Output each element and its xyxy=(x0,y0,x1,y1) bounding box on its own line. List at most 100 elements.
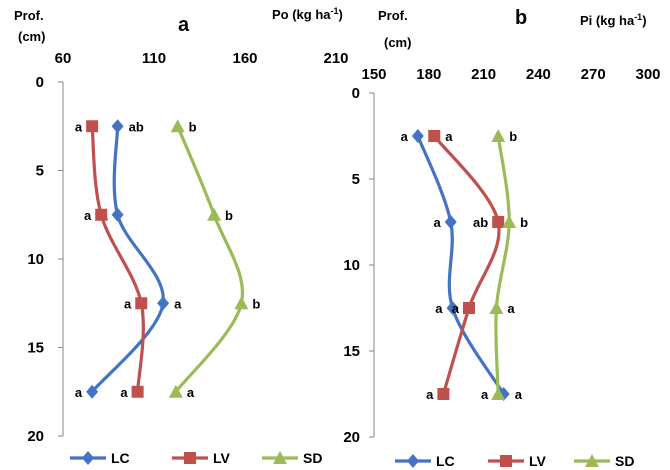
panel-b-series-sd-sig-label: a xyxy=(507,301,515,316)
panel-b-series-lv-point xyxy=(492,216,505,228)
panel-a-series-sd-point xyxy=(207,207,222,221)
panel-a-series-sd-line xyxy=(174,124,245,394)
panel-b-legend-sd-label: SD xyxy=(615,453,634,469)
panel-b-y-tick-label: 15 xyxy=(343,343,360,360)
panel-a-xlabel-main: Po (kg ha xyxy=(272,7,331,22)
panel-a-plot-area: 6011016021005101520abaaaLCaaaaLVbbbaSD xyxy=(27,50,348,466)
panel-b-legend-lc-marker xyxy=(407,454,419,468)
panel-b-x-tick-label: 240 xyxy=(526,66,551,83)
panel-b-legend-lc-label: LC xyxy=(436,453,455,469)
panel-a-y-tick-label: 10 xyxy=(27,251,44,268)
panel-b-xlabel: Pi (kg ha-1) xyxy=(580,12,647,28)
panel-a-series-sd-point xyxy=(168,384,183,398)
panel-a-series-sd-sig-label: b xyxy=(189,119,197,134)
panel-a-series-lv-point xyxy=(131,385,144,398)
panel-a-legend-lc-marker xyxy=(82,451,94,465)
panel-b-series-sd-point xyxy=(489,301,504,314)
panel-a-series-lc-sig-label: a xyxy=(174,296,182,311)
panel-b-series-sd-line xyxy=(494,134,511,396)
panel-a-xlabel-end: ) xyxy=(339,7,343,22)
panel-a: Prof. (cm) a Po (kg ha-1) 60 110 160 210 0 5 1… xyxy=(14,6,349,466)
panel-a-series-lc-point xyxy=(86,384,99,399)
panel-b-series-lc-point xyxy=(446,301,459,315)
panel-a-label: a xyxy=(178,14,190,36)
panel-b-y-tick-label: 10 xyxy=(343,257,360,274)
panel-b-series-lv-sig-label: a xyxy=(426,387,434,402)
panel-a-y-tick-label: 5 xyxy=(36,163,44,180)
panel-b-legend-lv-label: LV xyxy=(529,453,547,469)
panel-b-x-tick-label: 180 xyxy=(416,66,441,83)
panel-a-legend-lv-marker xyxy=(184,452,196,464)
panel-a-legend-sd-marker xyxy=(273,451,287,464)
panel-a-y-tick-label: 15 xyxy=(27,340,44,357)
panel-b-series-lv-sig-label: ab xyxy=(473,215,488,230)
panel-a-series-lc-point xyxy=(157,296,170,311)
panel-b-series-lv-point xyxy=(428,130,441,142)
panel-b-xlabel-end: ) xyxy=(642,13,646,28)
panel-a-series-sd-sig-label: b xyxy=(252,296,260,311)
panel-a-xlabel: Po (kg ha-1) xyxy=(272,6,343,22)
panel-a-x-tick-label: 160 xyxy=(232,50,257,67)
panel-b: Prof. (cm) b Pi (kg ha-1) 150 180 210 240 27… xyxy=(343,7,660,469)
panel-b-legend-lv-marker xyxy=(500,455,512,467)
panel-b-x-tick-label: 270 xyxy=(581,66,606,83)
panel-b-series-lv-sig-label: a xyxy=(452,301,460,316)
panel-a-legend-lv-label: LV xyxy=(213,450,231,466)
panel-a-y-tick-label: 0 xyxy=(36,74,44,91)
panel-b-series-sd-point xyxy=(502,215,517,228)
panel-b-series-lv-line xyxy=(432,134,501,396)
panel-b-label: b xyxy=(515,7,527,29)
panel-a-x-tick-label: 60 xyxy=(55,50,72,67)
panel-a-y-tick-label: 20 xyxy=(27,428,44,445)
panel-b-series-lv-point xyxy=(462,302,475,314)
panel-a-legend-sd-label: SD xyxy=(303,450,322,466)
panel-b-x-tick-label: 210 xyxy=(471,66,496,83)
panel-a-series-sd-point xyxy=(234,296,249,310)
panel-b-xlabel-sup: -1 xyxy=(634,12,642,22)
panel-b-legend-sd-marker xyxy=(585,454,599,467)
panel-a-xlabel-sup: -1 xyxy=(331,6,339,16)
panel-a-series-lv-sig-label: a xyxy=(120,385,128,400)
panel-a-x-tick-label: 210 xyxy=(323,50,348,67)
panel-b-series-lc-point xyxy=(444,215,457,229)
panel-a-series-lc-point xyxy=(111,207,124,222)
panel-a-series-lv-point xyxy=(86,120,99,133)
panel-a-ylabel-line1: Prof. xyxy=(14,8,44,23)
panel-a-series-lv-sig-label: a xyxy=(124,296,132,311)
panel-b-series-sd-sig-label: b xyxy=(509,129,517,144)
panel-b-series-lv-point xyxy=(437,388,450,400)
panel-b-series-lc-line xyxy=(416,134,506,396)
panel-b-series-sd-point xyxy=(491,387,506,400)
panel-a-series-lv-line xyxy=(90,124,145,394)
panel-b-series-lc-sig-label: a xyxy=(435,301,443,316)
panel-b-series-lv-sig-label: a xyxy=(445,129,453,144)
panel-a-series-lc-sig-label: a xyxy=(75,385,83,400)
panel-a-legend-lc-label: LC xyxy=(111,450,130,466)
panel-b-series-lc-point xyxy=(411,129,424,143)
panel-a-ylabel-line2: (cm) xyxy=(18,29,45,44)
panel-a-series-lc-point xyxy=(111,119,124,134)
panel-b-y-tick-label: 0 xyxy=(352,85,360,102)
panel-b-series-sd-sig-label: a xyxy=(481,387,489,402)
panel-b-xlabel-main: Pi (kg ha xyxy=(580,13,635,28)
panel-a-series-lc-sig-label: ab xyxy=(129,119,144,134)
panel-b-y-tick-label: 5 xyxy=(352,171,360,188)
panel-b-y-tick-label: 20 xyxy=(343,429,360,446)
panel-a-series-lv-sig-label: a xyxy=(84,208,92,223)
panel-b-series-lc-sig-label: a xyxy=(433,215,441,230)
panel-b-ylabel-line1: Prof. xyxy=(378,8,408,23)
panel-a-series-sd-sig-label: a xyxy=(187,385,195,400)
panel-b-series-sd-point xyxy=(491,129,506,142)
panel-a-series-lc-line xyxy=(90,124,165,394)
panel-a-series-lv-point xyxy=(135,297,148,310)
panel-b-x-tick-label: 150 xyxy=(361,66,386,83)
panel-b-series-lc-sig-label: a xyxy=(401,129,409,144)
panel-b-ylabel-line2: (cm) xyxy=(384,35,411,50)
panel-a-series-lv-sig-label: a xyxy=(75,119,83,134)
panel-b-series-sd-sig-label: b xyxy=(520,215,528,230)
panel-b-series-lc-sig-label: a xyxy=(515,387,523,402)
panel-b-plot-area: 150 180 210 240 270 30005101520aaaaLCaabaaLVb… xyxy=(343,66,660,469)
panel-a-x-tick-label: 110 xyxy=(142,50,166,67)
panel-b-x-tick-label: 300 xyxy=(635,66,660,83)
